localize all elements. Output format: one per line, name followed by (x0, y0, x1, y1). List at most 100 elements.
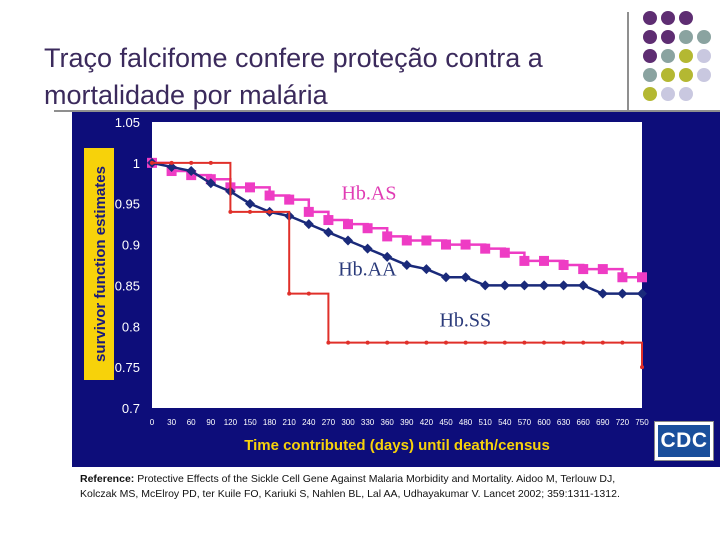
data-point-hbss (189, 160, 194, 165)
data-point-hbaa (421, 264, 432, 275)
data-point-hbaa (205, 178, 216, 189)
data-point-hbss (267, 209, 272, 214)
x-tick-label: 420 (420, 418, 434, 427)
data-point-hbss (600, 340, 605, 345)
data-point-hbas (558, 260, 569, 270)
x-tick-label: 180 (263, 418, 277, 427)
x-tick-label: 120 (224, 418, 238, 427)
data-point-hbas (382, 231, 393, 242)
data-point-hbss (463, 340, 468, 345)
data-point-hbss (287, 291, 292, 296)
data-point-hbss (522, 340, 527, 345)
data-point-hbas (617, 272, 628, 283)
decorative-dot (661, 49, 675, 63)
slide-title: Traço falcifome confere proteção contra … (44, 43, 543, 110)
reference-text: Protective Effects of the Sickle Cell Ge… (80, 473, 620, 500)
data-point-hbas (519, 255, 530, 266)
x-tick-label: 90 (206, 418, 215, 427)
data-point-hbss (326, 340, 331, 345)
y-tick-label: 0.7 (122, 401, 140, 416)
data-point-hbaa (519, 280, 530, 291)
title-divider-horizontal (54, 110, 720, 112)
x-tick-label: 150 (243, 418, 257, 427)
series-label-hbaa: Hb.AA (338, 259, 397, 281)
data-point-hbas (637, 272, 647, 283)
y-axis-label-box (84, 148, 114, 380)
x-tick-label: 690 (596, 418, 610, 427)
decorative-dot (643, 87, 657, 101)
data-point-hbas (284, 194, 295, 205)
data-point-hbss (365, 340, 370, 345)
data-point-hbss (385, 340, 390, 345)
data-point-hbss (228, 209, 233, 214)
data-point-hbss (208, 160, 213, 165)
decorative-dot-grid (643, 11, 711, 101)
title-divider-vertical (627, 12, 629, 112)
decorative-dot (679, 30, 693, 44)
series-label-hbss: Hb.SS (439, 309, 491, 331)
data-point-hbaa (617, 288, 628, 299)
x-tick-label: 570 (518, 418, 532, 427)
reference-note: Reference: Protective Effects of the Sic… (80, 472, 640, 502)
data-point-hbss (404, 340, 409, 345)
x-tick-label: 480 (459, 418, 473, 427)
data-point-hbas (499, 247, 510, 258)
data-point-hbaa (539, 280, 549, 291)
data-point-hbaa (480, 280, 491, 291)
decorative-dot (697, 49, 711, 63)
data-point-hbaa (578, 280, 589, 291)
data-point-hbaa (186, 166, 197, 177)
x-tick-label: 510 (479, 418, 493, 427)
x-tick-label: 450 (439, 418, 453, 427)
decorative-dot (679, 87, 693, 101)
x-tick-label: 330 (361, 418, 375, 427)
data-point-hbaa (441, 272, 451, 283)
data-point-hbss (581, 340, 586, 345)
x-tick-label: 360 (381, 418, 395, 427)
data-point-hbaa (597, 288, 608, 299)
data-point-hbaa (637, 288, 647, 299)
series-label-hbas: Hb.AS (341, 183, 396, 205)
data-point-hbaa (460, 272, 471, 283)
survival-chart-svg: 1.05 1 0.95 0.9 0.85 0.8 0.75 0.7 0 30 60 90 120 150 1… (84, 115, 649, 454)
decorative-dot (661, 11, 675, 25)
decorative-dot (643, 49, 657, 63)
x-tick-label: 210 (283, 418, 297, 427)
data-point-hbas (578, 264, 589, 275)
data-point-hbaa (323, 227, 334, 238)
cdc-logo-text: CDC (658, 425, 710, 457)
decorative-dot (643, 68, 657, 82)
x-tick-label: 720 (616, 418, 630, 427)
x-tick-label: 60 (187, 418, 196, 427)
y-tick-label: 0.9 (122, 238, 140, 253)
x-axis-label: Time contributed (days) until death/cens… (244, 437, 550, 454)
data-point-hbss (346, 340, 350, 345)
data-point-hbas (343, 219, 353, 230)
x-tick-label: 660 (577, 418, 591, 427)
data-point-hbaa (558, 280, 569, 291)
data-point-hbaa (401, 260, 412, 270)
x-tick-label: 0 (150, 418, 155, 427)
data-point-hbas (460, 239, 471, 250)
data-point-hbas (362, 223, 373, 234)
decorative-dot (661, 30, 675, 44)
data-point-hbss (169, 160, 174, 165)
x-tick-label: 540 (498, 418, 512, 427)
data-point-hbss (150, 160, 154, 165)
data-point-hbss (640, 365, 644, 370)
decorative-dot (661, 87, 675, 101)
y-tick-label: 0.95 (115, 197, 140, 212)
data-point-hbss (502, 340, 507, 345)
data-point-hbaa (382, 251, 393, 262)
data-point-hbaa (343, 235, 353, 246)
decorative-dot (679, 49, 693, 63)
data-point-hbaa (362, 243, 373, 254)
cdc-logo: CDC (654, 421, 714, 461)
x-tick-label: 240 (302, 418, 316, 427)
data-point-hbaa (303, 219, 314, 230)
decorative-dot (697, 30, 711, 44)
decorative-dot (679, 68, 693, 82)
data-point-hbaa (166, 161, 177, 172)
data-point-hbas (539, 255, 549, 266)
data-point-hbss (424, 340, 429, 345)
